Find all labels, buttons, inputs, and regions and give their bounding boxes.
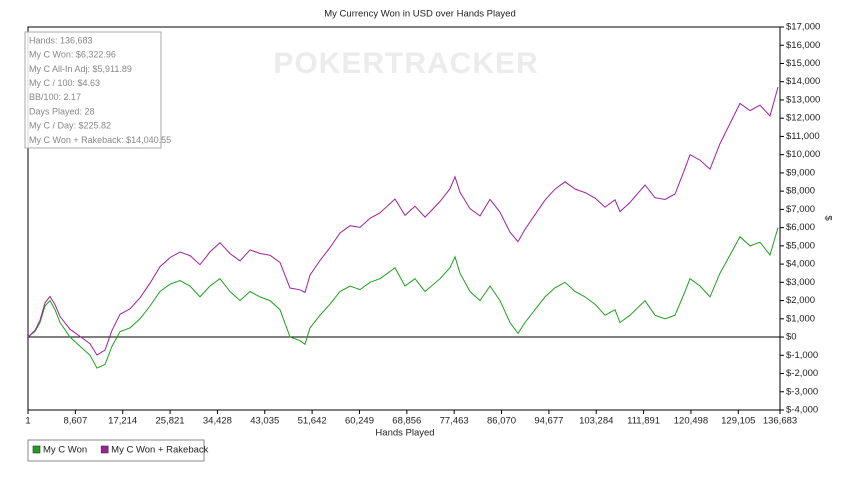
y-tick-label: $5,000: [786, 240, 815, 251]
stat-line: Hands: 136,683: [29, 35, 93, 45]
stats-box: [24, 31, 162, 149]
y-tick-label: $2,000: [786, 295, 815, 306]
y-tick-label: $17,000: [786, 22, 820, 33]
x-tick-label: 1: [25, 416, 30, 427]
x-tick-label: 120,498: [674, 416, 708, 427]
stat-line: My C Won: $6,322.96: [29, 50, 116, 60]
y-tick-label: $-1,000: [786, 350, 818, 361]
y-tick-label: $12,000: [786, 113, 820, 124]
stat-line: My C All-In Adj: $5,911.89: [29, 64, 132, 74]
y-tick-label: $11,000: [786, 131, 820, 142]
legend: [27, 439, 205, 462]
x-tick-label: 86,070: [487, 416, 516, 427]
stat-line: BB/100: 2.17: [29, 92, 81, 102]
x-tick-label: 94,677: [534, 416, 563, 427]
x-tick-label: 129,105: [721, 416, 755, 427]
x-tick-label: 34,428: [203, 416, 232, 427]
x-tick-label: 111,891: [627, 416, 660, 427]
y-tick-label: $8,000: [786, 186, 815, 197]
x-tick-label: 51,642: [298, 416, 327, 427]
y-tick-label: $14,000: [786, 76, 820, 87]
watermark: POKERTRACKER: [273, 47, 538, 80]
stat-line: My C / Day: $225.82: [29, 121, 111, 131]
x-tick-label: 17,214: [108, 416, 137, 427]
x-tick-label: 43,035: [250, 416, 279, 427]
y-tick-label: $10,000: [786, 149, 820, 160]
x-axis-title: Hands Played: [375, 428, 434, 439]
y-tick-label: $9,000: [786, 167, 815, 178]
x-tick-label: 136,683: [763, 416, 797, 427]
legend-swatch: [32, 445, 41, 454]
y-tick-label: $-4,000: [786, 405, 818, 416]
y-tick-label: $16,000: [786, 40, 820, 51]
x-tick-label: 8,607: [63, 416, 87, 427]
y-tick-label: $13,000: [786, 94, 820, 105]
legend-label: My C Won + Rakeback: [111, 445, 208, 456]
series-line: [27, 227, 779, 369]
x-tick-label: 25,821: [156, 416, 185, 427]
y-tick-label: $1,000: [786, 313, 815, 324]
y-tick-label: $4,000: [786, 259, 815, 270]
y-tick-label: $-2,000: [786, 368, 818, 379]
y-tick-label: $15,000: [786, 58, 820, 69]
y-tick-label: $0: [786, 332, 797, 343]
stat-line: Days Played: 28: [29, 106, 95, 116]
chart-title: My Currency Won in USD over Hands Played: [324, 9, 515, 20]
stat-line: My C Won + Rakeback: $14,040.55: [29, 135, 171, 145]
legend-label: My C Won: [43, 445, 87, 456]
legend-swatch: [100, 445, 109, 454]
y-tick-label: $7,000: [786, 204, 815, 215]
x-tick-label: 68,856: [392, 416, 421, 427]
x-tick-label: 103,284: [579, 416, 613, 427]
x-tick-label: 77,463: [440, 416, 469, 427]
x-tick-label: 60,249: [345, 416, 374, 427]
series-line: [27, 86, 779, 356]
y-axis-title: $: [822, 215, 833, 221]
y-tick-label: $3,000: [786, 277, 815, 288]
y-tick-label: $6,000: [786, 222, 815, 233]
y-tick-label: $-3,000: [786, 386, 818, 397]
plot-frame: [27, 26, 781, 411]
stat-line: My C / 100: $4.63: [29, 78, 100, 88]
